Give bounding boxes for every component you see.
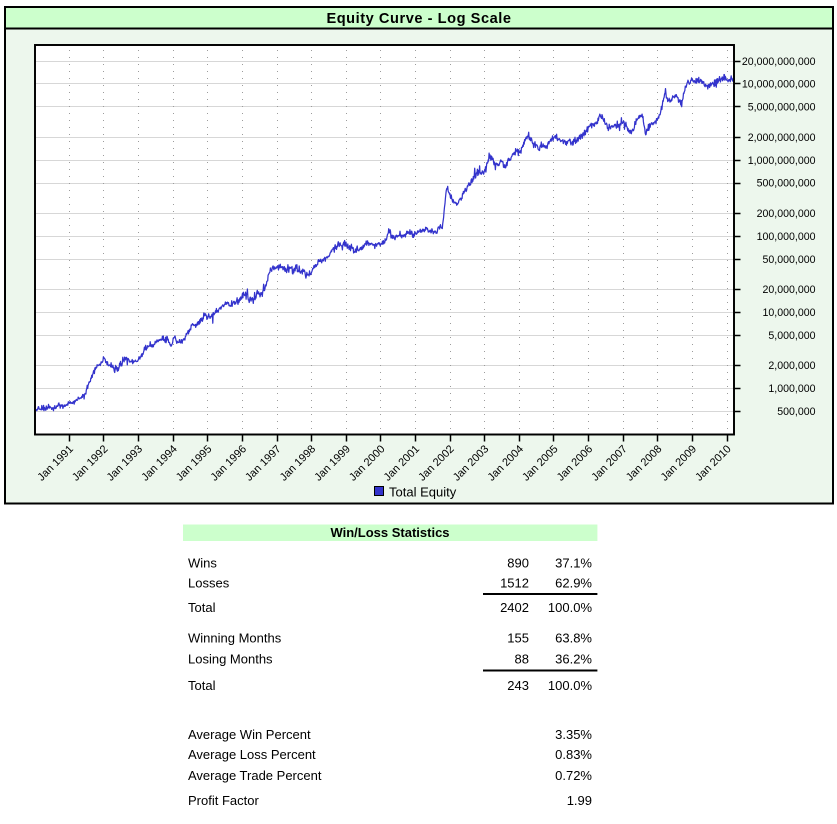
svg-text:1.99: 1.99 [567, 793, 592, 808]
svg-text:2,000,000,000: 2,000,000,000 [748, 132, 816, 144]
svg-text:20,000,000: 20,000,000 [762, 284, 815, 296]
svg-text:0.83%: 0.83% [555, 747, 592, 762]
svg-text:10,000,000,000: 10,000,000,000 [742, 79, 816, 91]
svg-text:Losing Months: Losing Months [188, 651, 273, 666]
svg-text:Equity Curve - Log Scale: Equity Curve - Log Scale [326, 11, 511, 27]
svg-text:2402: 2402 [500, 600, 529, 615]
svg-text:0.72%: 0.72% [555, 768, 592, 783]
svg-text:Winning Months: Winning Months [188, 630, 282, 645]
svg-text:100.0%: 100.0% [548, 678, 593, 693]
svg-text:62.9%: 62.9% [555, 576, 592, 591]
svg-text:Average Loss Percent: Average Loss Percent [188, 747, 316, 762]
svg-text:Total Equity: Total Equity [389, 484, 457, 499]
svg-text:Total: Total [188, 600, 216, 615]
svg-text:88: 88 [515, 651, 529, 666]
svg-text:1,000,000: 1,000,000 [768, 383, 815, 395]
svg-text:100.0%: 100.0% [548, 600, 593, 615]
svg-text:20,000,000,000: 20,000,000,000 [742, 56, 816, 68]
svg-text:1512: 1512 [500, 576, 529, 591]
svg-text:Wins: Wins [188, 555, 217, 570]
svg-text:Average Win Percent: Average Win Percent [188, 727, 311, 742]
svg-text:63.8%: 63.8% [555, 630, 592, 645]
svg-text:Win/Loss Statistics: Win/Loss Statistics [330, 525, 449, 540]
svg-text:100,000,000: 100,000,000 [757, 231, 816, 243]
svg-text:3.35%: 3.35% [555, 727, 592, 742]
svg-text:200,000,000: 200,000,000 [757, 208, 816, 220]
svg-text:155: 155 [507, 630, 529, 645]
svg-text:243: 243 [507, 678, 529, 693]
svg-text:2,000,000: 2,000,000 [768, 360, 815, 372]
svg-text:5,000,000: 5,000,000 [768, 330, 815, 342]
svg-text:37.1%: 37.1% [555, 555, 592, 570]
svg-text:36.2%: 36.2% [555, 651, 592, 666]
svg-text:50,000,000: 50,000,000 [762, 254, 815, 266]
svg-text:1,000,000,000: 1,000,000,000 [748, 155, 816, 167]
svg-text:5,000,000,000: 5,000,000,000 [748, 102, 816, 114]
svg-text:500,000,000: 500,000,000 [757, 178, 816, 190]
svg-text:Total: Total [188, 678, 216, 693]
svg-text:500,000: 500,000 [777, 406, 815, 418]
svg-text:Average Trade Percent: Average Trade Percent [188, 768, 322, 783]
svg-text:Losses: Losses [188, 576, 230, 591]
svg-text:890: 890 [507, 555, 529, 570]
svg-text:10,000,000: 10,000,000 [762, 307, 815, 319]
svg-text:Profit Factor: Profit Factor [188, 793, 259, 808]
